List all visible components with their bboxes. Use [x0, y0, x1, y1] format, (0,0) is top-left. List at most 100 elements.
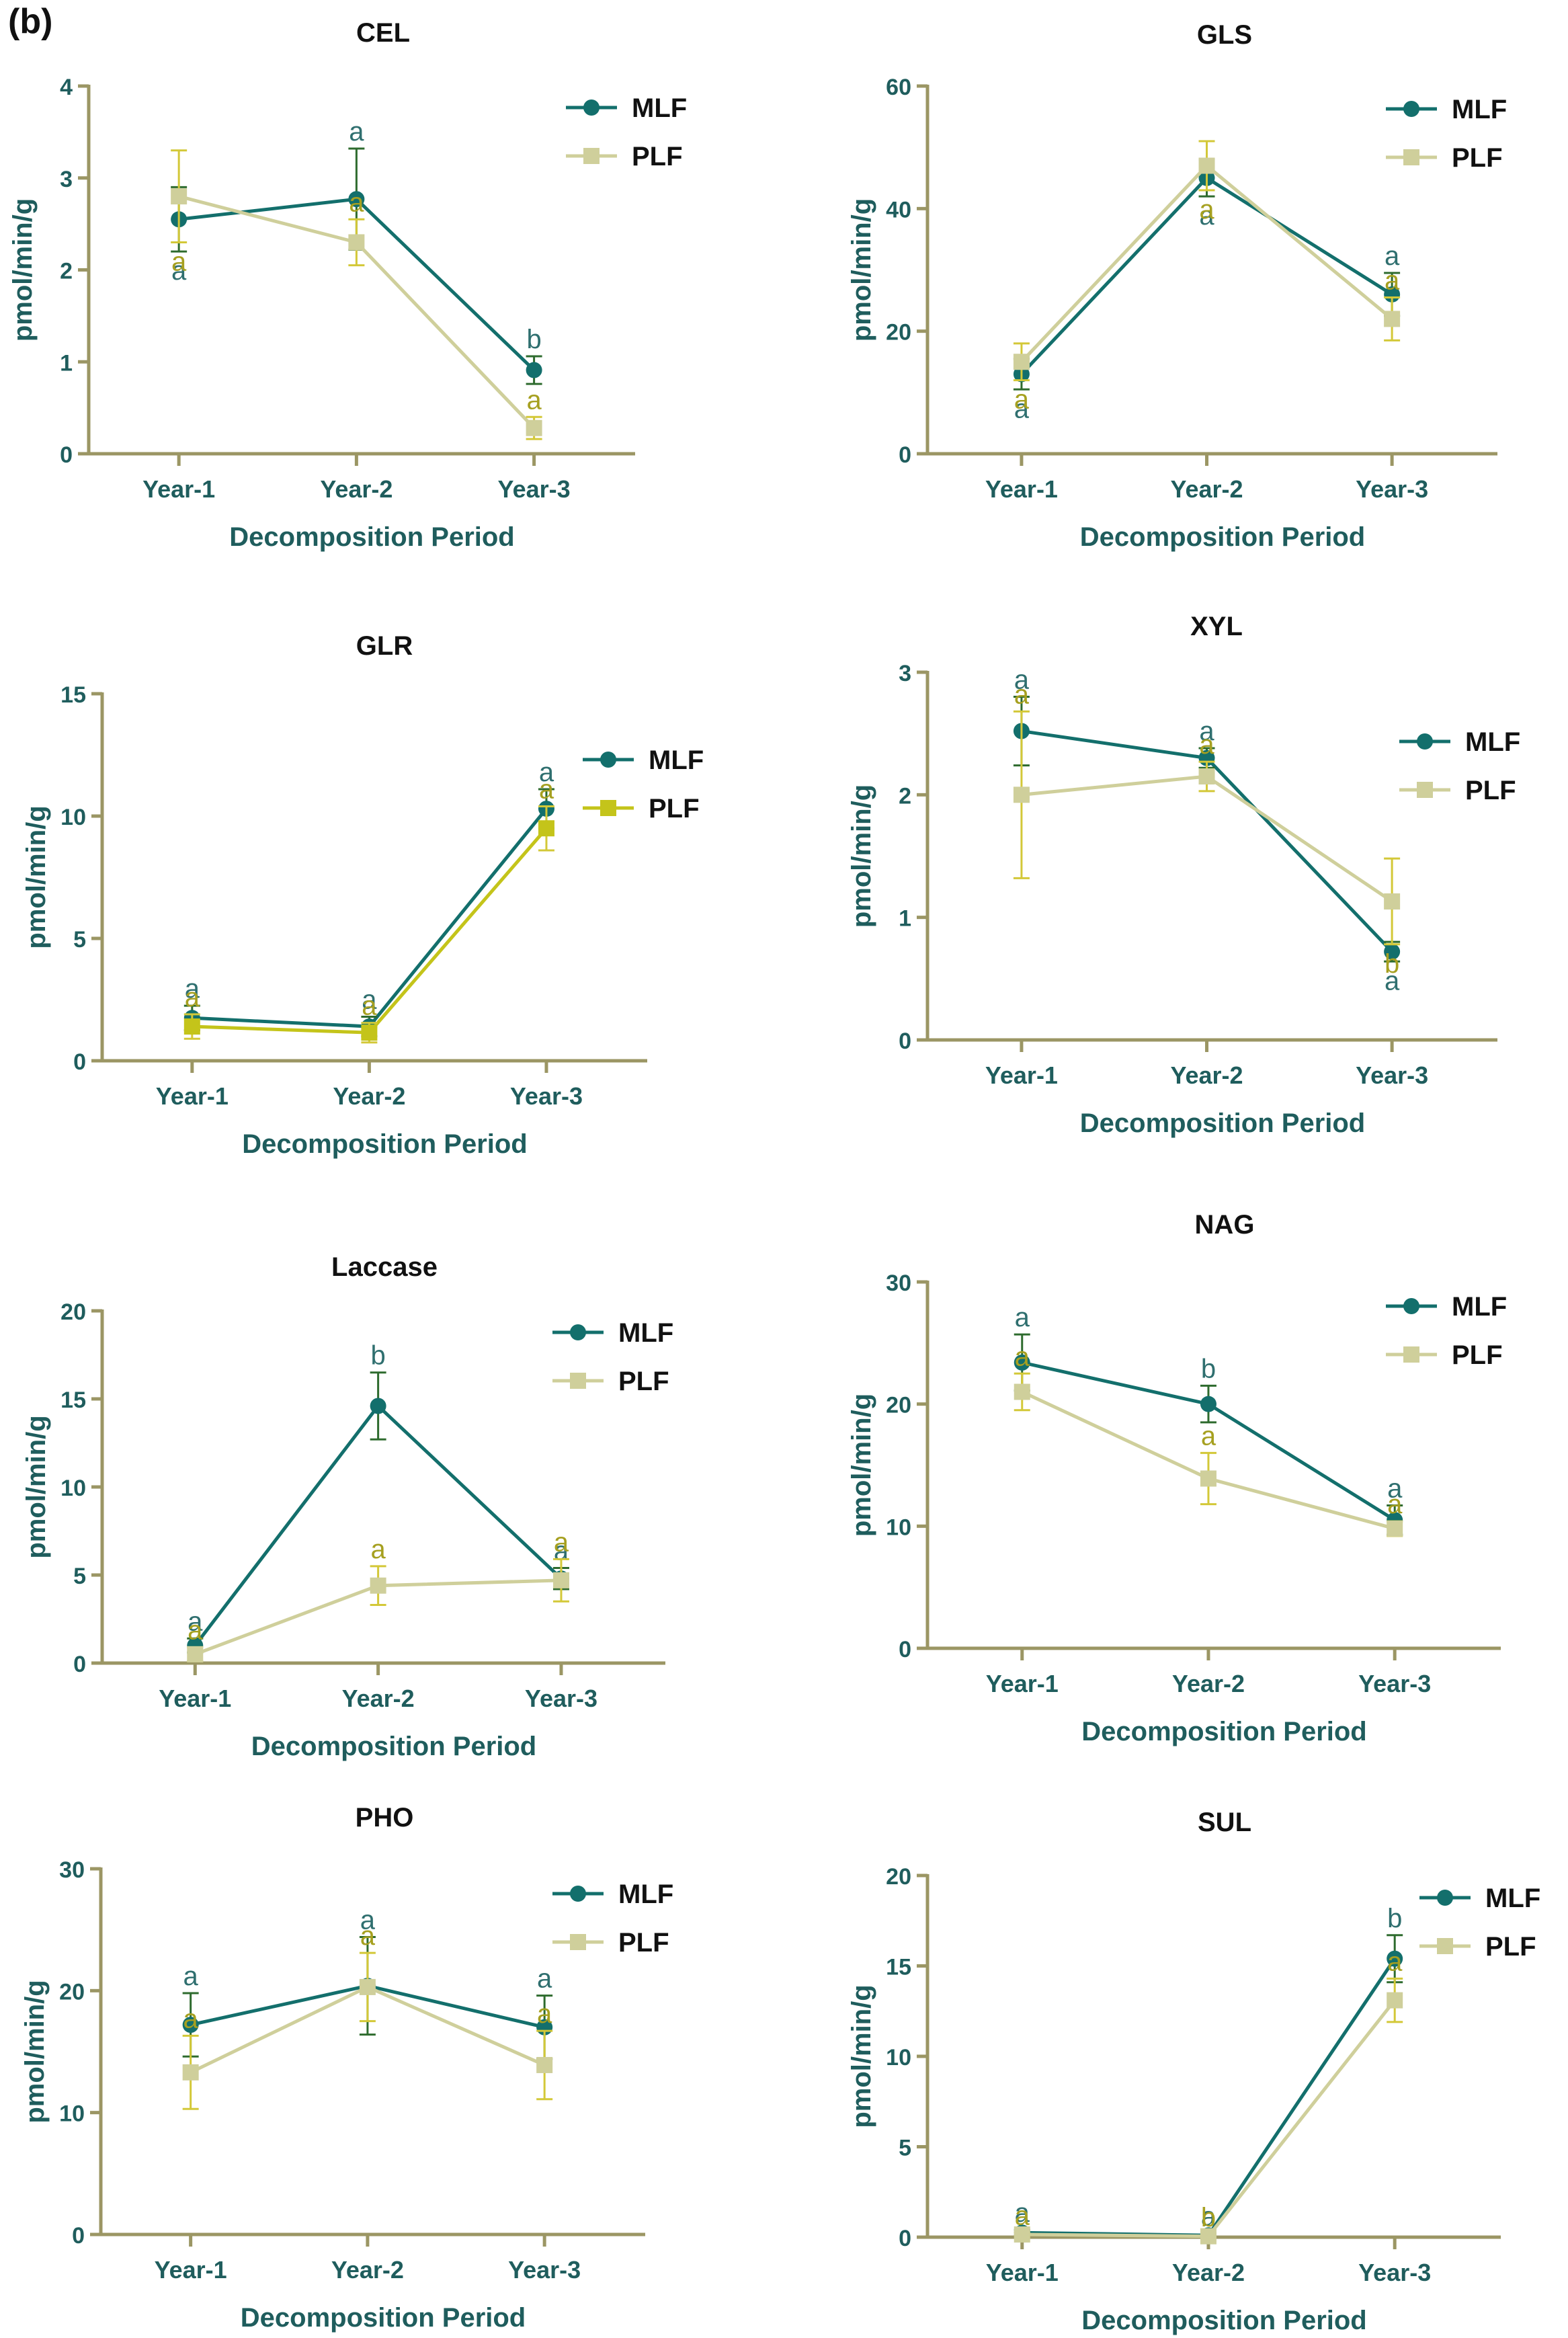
- legend-label: MLF: [618, 1318, 673, 1348]
- series-line: [1022, 1958, 1397, 2237]
- significance-letter: a: [1201, 1421, 1216, 1451]
- data-point: [536, 2056, 553, 2073]
- data-point: [182, 2064, 199, 2081]
- data-point: [1384, 943, 1401, 960]
- data-point: [1014, 2226, 1030, 2243]
- significance-letter: a: [1199, 730, 1214, 760]
- significance-letter: a: [360, 1921, 376, 1951]
- x-axis-label: Decomposition Period: [1081, 2306, 1367, 2335]
- significance-letter: b: [1201, 2203, 1216, 2232]
- y-tick-label: 5: [73, 1564, 86, 1589]
- legend-label: MLF: [632, 93, 687, 123]
- y-tick-label: 0: [899, 1637, 911, 1662]
- data-point: [1387, 1950, 1403, 1967]
- legend-marker: [600, 752, 616, 768]
- significance-letter: a: [1014, 680, 1030, 709]
- legend-marker: [570, 1934, 586, 1950]
- y-axis-label: pmol/min/g: [22, 1415, 51, 1558]
- series-line: [1021, 774, 1393, 903]
- y-tick-label: 40: [886, 197, 911, 223]
- significance-letter: a: [1014, 665, 1030, 694]
- data-point: [1200, 2228, 1216, 2245]
- y-tick-label: 1: [60, 350, 73, 376]
- y-tick-label: 10: [59, 2101, 85, 2127]
- y-axis-label: pmol/min/g: [847, 1984, 876, 2128]
- y-tick-label: 30: [59, 1857, 85, 1883]
- series-plf: a a a PLF: [182, 1921, 669, 2110]
- chart-glr: GLR 0 5 10 15 Year-1 Year-2 Year-3 Decomposition…: [22, 631, 704, 1159]
- x-tick-label: Year-1: [142, 475, 215, 503]
- significance-letter: b: [1201, 1354, 1216, 1383]
- x-tick-label: Year-3: [498, 475, 571, 503]
- y-tick-label: 20: [886, 1864, 911, 1890]
- significance-letter: a: [1014, 394, 1030, 424]
- significance-letter: a: [183, 2004, 199, 2033]
- chart-title: Laccase: [331, 1252, 438, 1282]
- legend-marker: [570, 1373, 586, 1389]
- data-point: [1013, 354, 1030, 370]
- y-tick-label: 0: [60, 442, 73, 468]
- series-mlf: a b a MLF: [1014, 1292, 1507, 1536]
- data-point: [1387, 1992, 1403, 2009]
- significance-letter: a: [360, 1906, 376, 1935]
- legend-marker: [1437, 1938, 1453, 1954]
- x-tick-label: Year-1: [986, 2259, 1059, 2286]
- y-axis-label: pmol/min/g: [22, 805, 51, 949]
- data-point: [526, 419, 542, 436]
- data-point: [359, 1978, 376, 1995]
- significance-letter: a: [1199, 717, 1214, 746]
- x-axis-label: Decomposition Period: [1080, 1108, 1366, 1138]
- x-tick-label: Year-3: [525, 1685, 597, 1712]
- chart-pho: PHO 0 10 20 30 Year-1 Year-2 Year-3 Decompositio…: [20, 1803, 673, 2333]
- legend-label: PLF: [618, 1928, 669, 1958]
- y-tick-label: 10: [60, 805, 86, 830]
- legend-label: MLF: [1452, 1292, 1507, 1322]
- y-tick-label: 2: [60, 259, 73, 284]
- data-point: [526, 362, 542, 378]
- y-tick-label: 0: [73, 1049, 86, 1075]
- legend-label: PLF: [632, 142, 683, 171]
- y-tick-label: 2: [899, 783, 911, 809]
- data-point: [361, 1024, 378, 1041]
- significance-letter: a: [537, 1999, 552, 2029]
- legend-marker: [1403, 1346, 1419, 1363]
- x-tick-label: Year-1: [156, 1082, 229, 1110]
- x-axis-label: Decomposition Period: [241, 2303, 526, 2333]
- x-tick-label: Year-2: [1172, 1670, 1245, 1697]
- data-point: [1013, 787, 1030, 803]
- significance-letter: a: [554, 1527, 569, 1557]
- significance-letter: a: [362, 992, 377, 1021]
- x-tick-label: Year-2: [1172, 2259, 1245, 2286]
- legend-label: PLF: [618, 1367, 669, 1396]
- significance-letter: a: [349, 188, 364, 217]
- y-tick-label: 15: [60, 682, 86, 708]
- chart-gls: GLS 0 20 40 60 Year-1 Year-2 Year-3 Decompositio…: [847, 20, 1507, 552]
- significance-letter: a: [1385, 966, 1400, 996]
- series-mlf: a b a MLF: [187, 1318, 673, 1654]
- y-tick-label: 5: [899, 2136, 911, 2161]
- significance-letter: a: [171, 256, 187, 286]
- x-tick-label: Year-3: [1356, 1061, 1428, 1089]
- data-point: [538, 820, 554, 837]
- legend-label: PLF: [1485, 1932, 1536, 1962]
- significance-letter: a: [1387, 1474, 1403, 1503]
- legend-label: PLF: [1452, 143, 1503, 173]
- data-point: [182, 2017, 199, 2033]
- significance-letter: a: [362, 985, 377, 1014]
- y-tick-label: 15: [886, 1955, 911, 1980]
- y-tick-label: 0: [73, 1652, 86, 1677]
- y-tick-label: 4: [60, 75, 73, 100]
- y-tick-label: 3: [899, 661, 911, 686]
- legend-marker: [1437, 1890, 1453, 1906]
- x-axis-label: Decomposition Period: [242, 1129, 528, 1159]
- x-tick-label: Year-1: [985, 1061, 1058, 1089]
- x-tick-label: Year-2: [1170, 475, 1243, 503]
- data-point: [1014, 1354, 1030, 1371]
